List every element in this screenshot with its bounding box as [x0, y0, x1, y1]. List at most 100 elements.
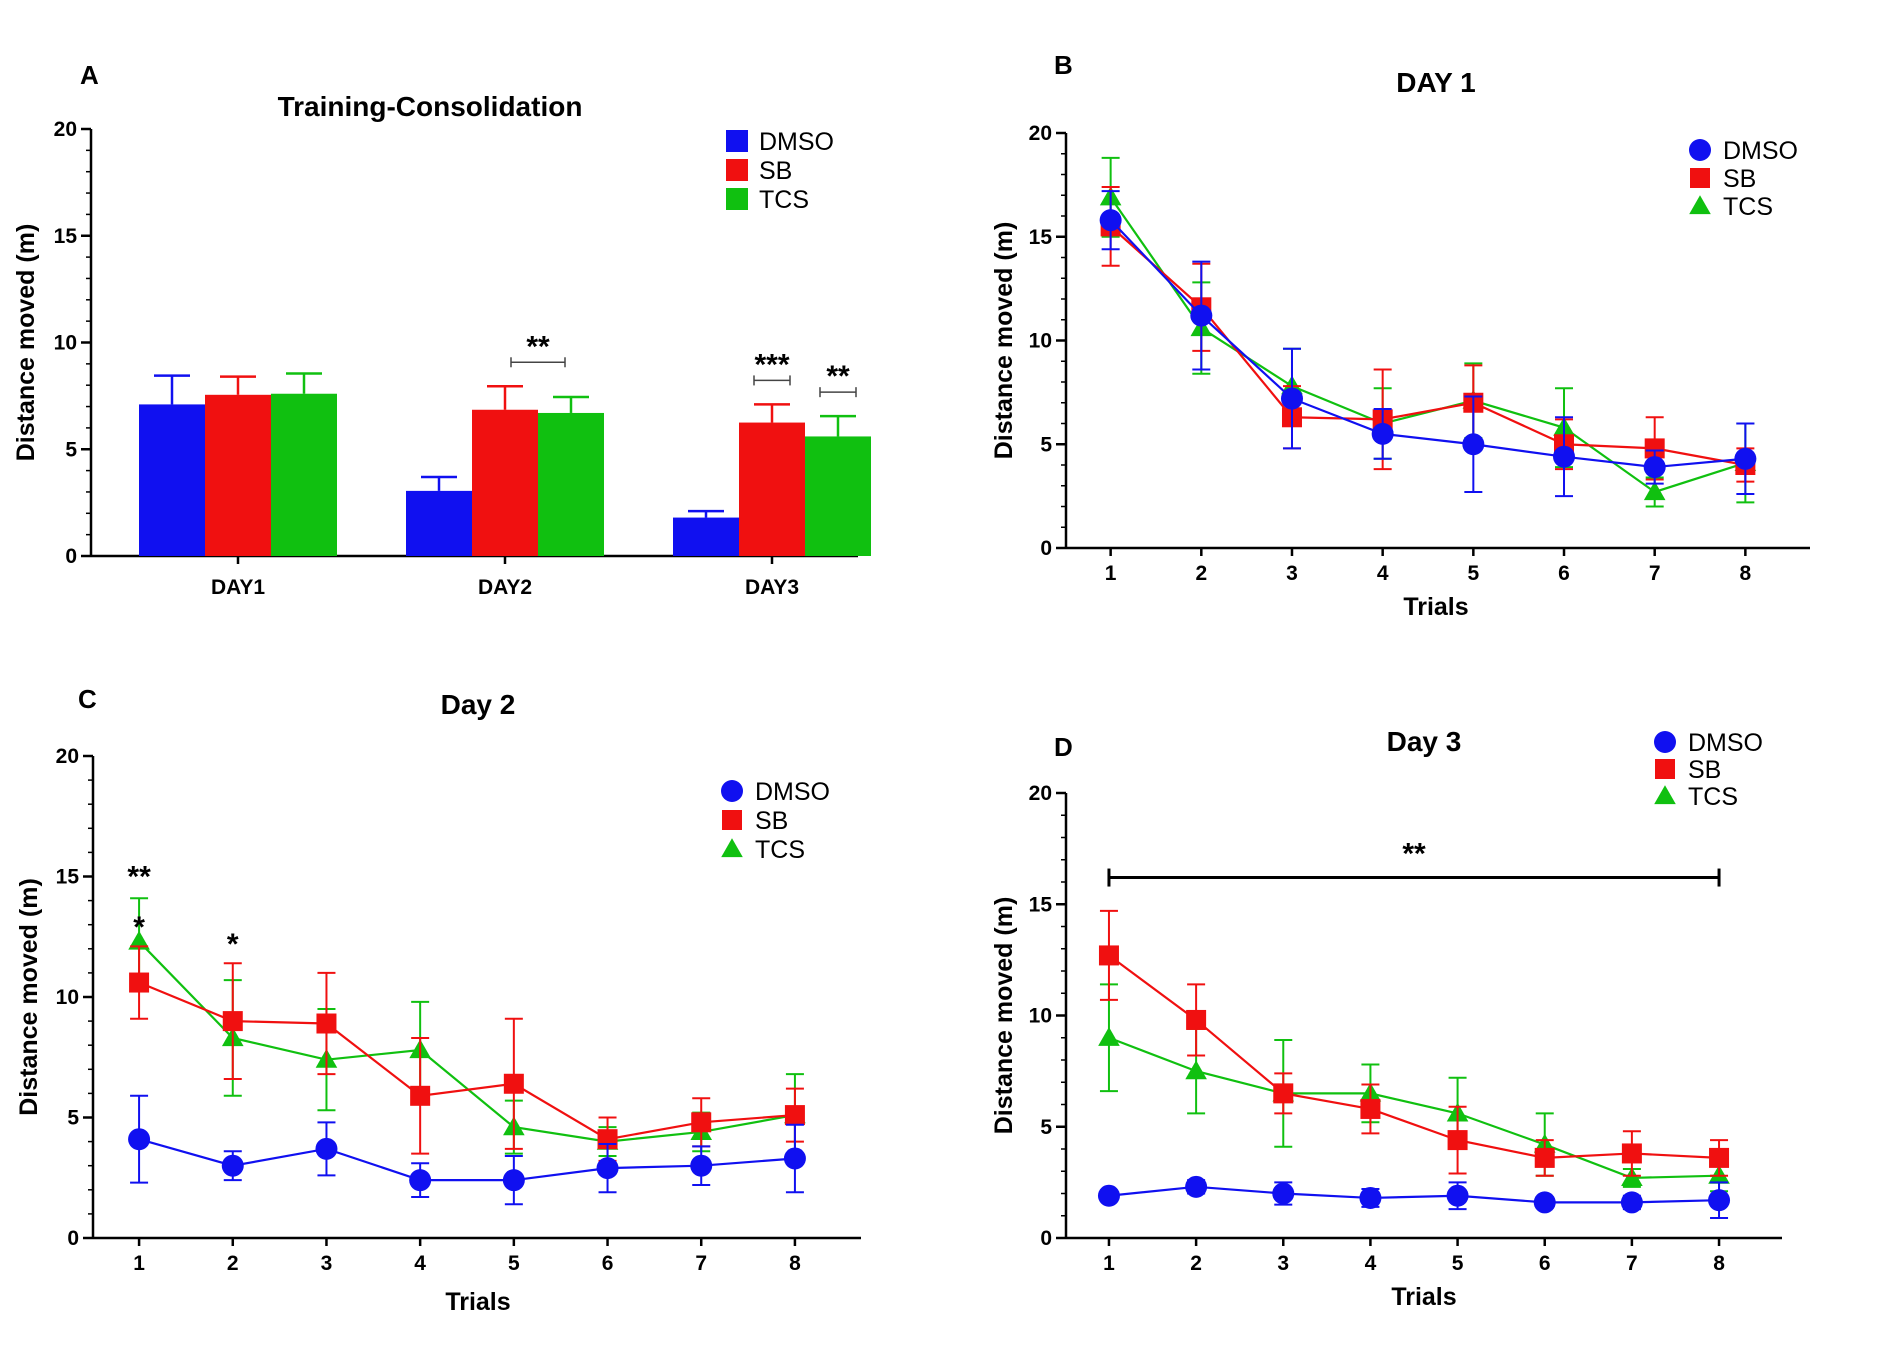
data-point [1734, 447, 1757, 470]
x-tick-label: 8 [1740, 562, 1752, 585]
bar [271, 393, 337, 556]
x-tick-label: DAY3 [745, 576, 799, 599]
legend-marker [721, 780, 743, 802]
data-point [1446, 1184, 1469, 1207]
data-point [690, 1154, 713, 1177]
legend-label: SB [1688, 756, 1721, 784]
data-point [596, 1157, 619, 1180]
data-point [128, 930, 150, 950]
x-tick-label: 7 [1649, 562, 1661, 585]
x-tick-label: 4 [414, 1252, 426, 1275]
series-line [138, 1138, 796, 1182]
legend-swatch [726, 130, 748, 152]
x-tick-label: 6 [1558, 562, 1570, 585]
data-point [1099, 209, 1122, 232]
panel-title: Day 2 [441, 689, 516, 720]
panel-title: DAY 1 [1396, 67, 1475, 98]
panel-d: 0 5 10 15 20 Distance moved (m) Trials D Day 3 1 2… [990, 726, 1782, 1311]
y-tick-label: 5 [1040, 433, 1052, 456]
y-tick-label: 20 [1029, 782, 1052, 805]
data-point [1185, 1175, 1208, 1198]
legend-label: SB [1723, 165, 1756, 193]
y-tick-label: 20 [1029, 122, 1052, 145]
legend-marker [1689, 139, 1711, 161]
legend-marker [1654, 785, 1676, 805]
legend-label: DMSO [1723, 137, 1798, 165]
x-tick-label: 7 [695, 1252, 707, 1275]
data-point [1360, 1098, 1381, 1119]
data-point [783, 1147, 806, 1170]
y-tick-label: 5 [67, 1107, 79, 1130]
y-tick-label: 15 [1029, 226, 1053, 249]
data-point [1644, 438, 1665, 459]
bar [739, 422, 805, 556]
legend-label: SB [759, 157, 792, 185]
x-tick-label: 8 [789, 1252, 801, 1275]
legend-label: TCS [759, 186, 809, 214]
panel-letter: C [78, 684, 97, 714]
x-tick-label: 5 [1452, 1252, 1464, 1275]
x-tick-label: 4 [1365, 1252, 1377, 1275]
x-tick-label: 6 [602, 1252, 614, 1275]
panel-letter: A [80, 60, 99, 90]
bar [406, 490, 472, 556]
x-axis-label: Trials [1403, 593, 1468, 621]
data-point [1533, 1191, 1556, 1214]
series-line [138, 940, 796, 1143]
series-line [1109, 219, 1746, 469]
bar [805, 436, 871, 556]
series-line [1108, 954, 1720, 1160]
y-tick-label: 10 [56, 986, 79, 1009]
data-point [1447, 1130, 1468, 1151]
significance-label: * [133, 911, 145, 944]
y-tick-label: 0 [1040, 1227, 1052, 1250]
data-point [316, 1013, 337, 1034]
data-point [502, 1169, 525, 1192]
y-tick-label: 0 [65, 545, 77, 568]
y-tick-label: 5 [65, 438, 77, 461]
y-tick-label: 10 [1029, 1005, 1052, 1028]
bar [673, 517, 739, 556]
significance-label: ** [826, 360, 850, 393]
y-tick-label: 20 [54, 118, 77, 141]
legend-label: DMSO [755, 778, 830, 806]
x-tick-label: 1 [1105, 562, 1117, 585]
significance-label: ** [127, 861, 151, 894]
y-tick-label: 5 [1040, 1116, 1052, 1139]
legend-marker [1655, 759, 1675, 779]
legend-label: TCS [755, 836, 805, 864]
x-tick-label: 3 [1286, 562, 1298, 585]
data-point [129, 972, 150, 993]
y-tick-label: 10 [54, 332, 77, 355]
x-tick-label: 5 [508, 1252, 520, 1275]
y-tick-label: 20 [56, 745, 79, 768]
data-point [1098, 945, 1119, 966]
data-point [503, 1073, 524, 1094]
data-point [1272, 1182, 1295, 1205]
y-axis-label: Distance moved (m) [15, 878, 43, 1116]
panel-a: 0 5 10 15 20 Distance moved (m) A Training-Cons… [12, 60, 871, 599]
data-point [1359, 1186, 1382, 1209]
panel-b: 0 5 10 15 20 Distance moved (m) Trials B DAY 1 1 2… [990, 50, 1810, 621]
data-point [128, 1128, 151, 1151]
y-tick-label: 15 [56, 866, 80, 889]
x-tick-label: 5 [1467, 562, 1479, 585]
legend-label: SB [755, 807, 788, 835]
bar [538, 412, 604, 556]
significance-label: * [227, 928, 239, 961]
legend-marker [1689, 195, 1711, 215]
x-tick-label: 2 [1195, 562, 1207, 585]
bar [472, 409, 538, 556]
data-point [221, 1154, 244, 1177]
data-point [1280, 387, 1303, 410]
series-line [1108, 1185, 1720, 1204]
y-tick-label: 15 [54, 225, 78, 248]
legend-marker [1690, 168, 1710, 188]
data-point [1186, 1009, 1207, 1030]
x-axis-label: Trials [1391, 1283, 1456, 1311]
series-line [1108, 1036, 1720, 1180]
x-tick-label: 7 [1626, 1252, 1638, 1275]
x-tick-label: 8 [1713, 1252, 1725, 1275]
x-tick-label: 2 [1190, 1252, 1202, 1275]
